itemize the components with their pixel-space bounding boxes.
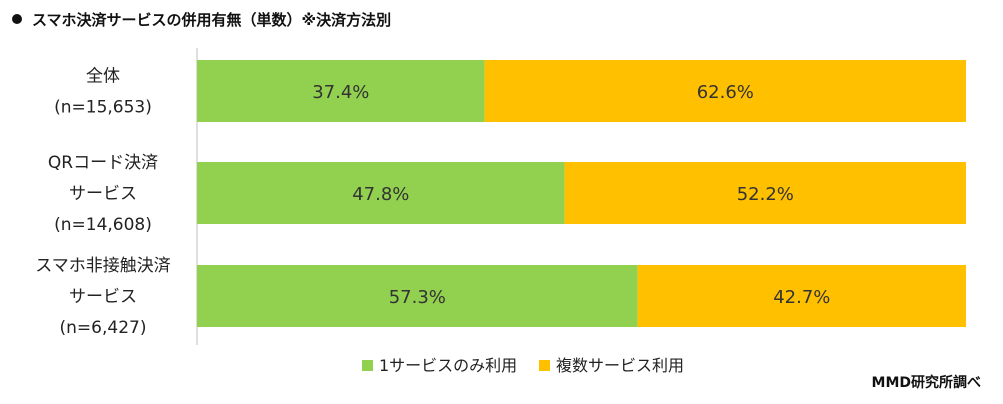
category-label: QRコード決済 bbox=[48, 153, 158, 173]
data-label: 37.4% bbox=[312, 82, 369, 103]
bullet-icon bbox=[12, 14, 22, 24]
bar-single-1 bbox=[197, 162, 565, 224]
legend-swatch-multiple bbox=[539, 360, 550, 371]
category-label: (n=15,653) bbox=[54, 98, 152, 118]
category-label: (n=14,608) bbox=[54, 215, 152, 235]
source-note: MMD研究所調べ bbox=[871, 375, 981, 391]
bar-multiple-0 bbox=[484, 60, 966, 122]
category-label: スマホ非接触決済 bbox=[35, 256, 171, 276]
category-label: サービス bbox=[69, 184, 137, 204]
category-label: 全体 bbox=[86, 67, 120, 87]
data-label: 47.8% bbox=[352, 184, 409, 205]
chart-title-text: スマホ決済サービスの併用有無（単数）※決済方法別 bbox=[32, 11, 392, 29]
data-label: 42.7% bbox=[773, 287, 830, 308]
data-label: 57.3% bbox=[389, 287, 446, 308]
legend-swatch-single bbox=[362, 360, 373, 371]
legend-label: 1サービスのみ利用 bbox=[379, 356, 517, 375]
data-label: 52.2% bbox=[737, 184, 794, 205]
legend-label: 複数サービス利用 bbox=[556, 356, 684, 375]
bar-single-0 bbox=[197, 60, 485, 122]
data-label: 62.6% bbox=[697, 82, 754, 103]
category-label: (n=6,427) bbox=[60, 318, 147, 338]
chart-title: スマホ決済サービスの併用有無（単数）※決済方法別 bbox=[12, 9, 391, 30]
category-label: サービス bbox=[69, 287, 137, 307]
bar-single-2 bbox=[197, 265, 638, 327]
bar-multiple-2 bbox=[637, 265, 966, 327]
bar-multiple-1 bbox=[564, 162, 966, 224]
